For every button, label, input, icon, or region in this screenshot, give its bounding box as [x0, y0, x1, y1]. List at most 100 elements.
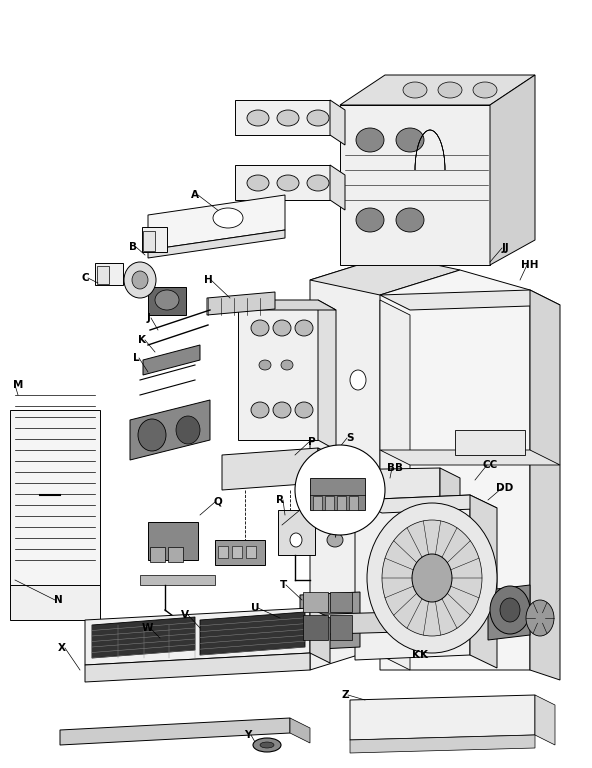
- Bar: [330, 615, 352, 640]
- Text: Y: Y: [244, 730, 252, 740]
- Polygon shape: [488, 585, 530, 640]
- Polygon shape: [222, 448, 318, 490]
- Polygon shape: [310, 608, 330, 663]
- Ellipse shape: [273, 320, 291, 336]
- Polygon shape: [278, 510, 315, 555]
- Bar: [337, 496, 346, 510]
- Ellipse shape: [132, 271, 148, 289]
- Text: HH: HH: [521, 260, 539, 270]
- Polygon shape: [355, 495, 470, 660]
- Polygon shape: [200, 612, 305, 655]
- Polygon shape: [295, 612, 400, 635]
- Bar: [168, 547, 183, 562]
- Ellipse shape: [350, 370, 366, 390]
- Text: V: V: [181, 610, 189, 620]
- Polygon shape: [355, 495, 497, 513]
- Ellipse shape: [438, 82, 462, 98]
- Ellipse shape: [500, 598, 520, 622]
- Polygon shape: [350, 735, 535, 753]
- Text: KK: KK: [412, 650, 428, 660]
- Text: Q: Q: [214, 497, 223, 507]
- Ellipse shape: [356, 208, 384, 232]
- Ellipse shape: [295, 320, 313, 336]
- Bar: [325, 496, 334, 510]
- Polygon shape: [455, 430, 525, 455]
- Text: B: B: [129, 242, 137, 252]
- Ellipse shape: [247, 110, 269, 126]
- Text: J: J: [146, 313, 150, 323]
- Polygon shape: [235, 165, 330, 200]
- Bar: [148, 287, 186, 315]
- Polygon shape: [380, 270, 530, 670]
- Bar: [330, 592, 352, 612]
- Polygon shape: [235, 100, 330, 135]
- Ellipse shape: [273, 402, 291, 418]
- Ellipse shape: [382, 520, 482, 636]
- Text: T: T: [279, 580, 287, 590]
- Text: CC: CC: [482, 460, 498, 470]
- Polygon shape: [535, 695, 555, 745]
- Ellipse shape: [247, 175, 269, 191]
- Polygon shape: [290, 718, 310, 743]
- Ellipse shape: [350, 450, 366, 470]
- Text: R: R: [276, 495, 284, 505]
- Text: U: U: [251, 603, 259, 613]
- Bar: [97, 266, 109, 284]
- Bar: [232, 546, 242, 558]
- Ellipse shape: [277, 175, 299, 191]
- Polygon shape: [330, 100, 345, 145]
- Polygon shape: [300, 592, 360, 650]
- Polygon shape: [380, 300, 410, 670]
- Text: W: W: [141, 623, 153, 633]
- Bar: [218, 546, 228, 558]
- Ellipse shape: [124, 262, 156, 298]
- Ellipse shape: [213, 208, 243, 228]
- Polygon shape: [318, 448, 333, 490]
- Ellipse shape: [251, 402, 269, 418]
- Ellipse shape: [396, 208, 424, 232]
- Bar: [246, 546, 256, 558]
- Polygon shape: [207, 292, 275, 315]
- Polygon shape: [140, 575, 215, 585]
- Text: A: A: [191, 190, 199, 200]
- Ellipse shape: [412, 554, 452, 602]
- Ellipse shape: [260, 742, 274, 748]
- Bar: [303, 615, 328, 640]
- Polygon shape: [470, 495, 497, 668]
- Ellipse shape: [259, 360, 271, 370]
- Polygon shape: [85, 608, 310, 665]
- Polygon shape: [215, 540, 265, 565]
- Bar: [310, 478, 365, 510]
- Text: H: H: [204, 275, 213, 285]
- Polygon shape: [440, 468, 460, 518]
- Bar: [95, 263, 123, 285]
- Ellipse shape: [473, 82, 497, 98]
- Text: P: P: [308, 437, 316, 447]
- Text: BB: BB: [387, 463, 403, 473]
- Bar: [10, 585, 100, 620]
- Text: M: M: [13, 380, 23, 390]
- Bar: [349, 496, 358, 510]
- Polygon shape: [380, 290, 560, 310]
- Text: K: K: [138, 335, 146, 345]
- Polygon shape: [330, 468, 440, 510]
- Polygon shape: [148, 230, 285, 258]
- Polygon shape: [330, 165, 345, 210]
- Polygon shape: [85, 653, 310, 682]
- Bar: [148, 522, 198, 560]
- Polygon shape: [92, 617, 195, 658]
- Polygon shape: [340, 75, 535, 105]
- Ellipse shape: [307, 175, 329, 191]
- Polygon shape: [130, 400, 210, 460]
- Ellipse shape: [290, 533, 302, 547]
- Ellipse shape: [526, 600, 554, 636]
- Polygon shape: [238, 300, 336, 310]
- Polygon shape: [530, 290, 560, 680]
- Ellipse shape: [307, 110, 329, 126]
- Polygon shape: [340, 105, 490, 265]
- Bar: [150, 547, 165, 562]
- Text: JJ: JJ: [501, 243, 509, 253]
- Ellipse shape: [356, 128, 384, 152]
- Bar: [142, 227, 167, 252]
- Ellipse shape: [155, 290, 179, 310]
